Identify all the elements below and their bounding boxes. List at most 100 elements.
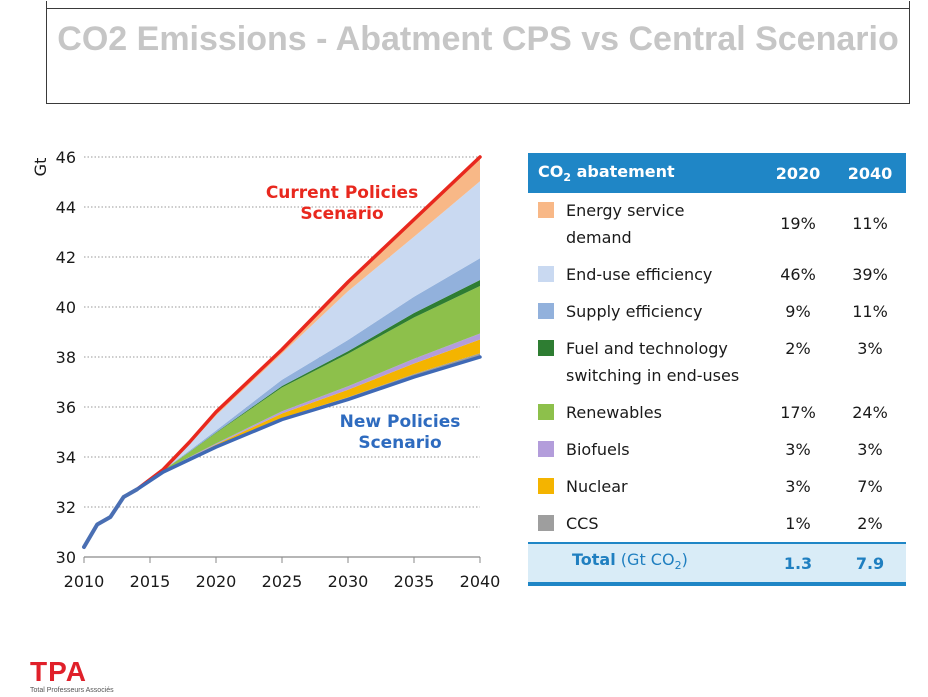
area-fuel-and-technology-switching-in-end-uses — [136, 280, 481, 490]
x-tick-label: 2030 — [328, 572, 369, 591]
row-label-line: CCS — [566, 514, 599, 533]
table-row: Biofuels 3% 3% — [528, 431, 906, 468]
row-label: Nuclear — [566, 473, 762, 500]
row-value-2040: 7% — [857, 477, 883, 496]
total-label-main: Total — [572, 550, 616, 570]
header-label: CO2 abatement — [528, 162, 762, 184]
table-row: Supply efficiency 9% 11% — [528, 293, 906, 330]
row-value-2020: 9% — [785, 302, 811, 321]
row-label: Supply efficiency — [566, 298, 762, 325]
legend-swatch — [538, 404, 554, 420]
row-value-2040: 39% — [852, 265, 888, 284]
table-row: Fuel and technology switching in end-uses… — [528, 330, 906, 394]
row-label: Energy service demand — [566, 197, 762, 251]
row-label: End-use efficiency — [566, 261, 762, 288]
legend-swatch — [538, 340, 554, 356]
title-box: CO2 Emissions - Abatment CPS vs Central … — [46, 1, 910, 104]
row-value-2040: 11% — [852, 302, 888, 321]
table-row: Renewables 17% 24% — [528, 394, 906, 431]
y-tick-label: 30 — [56, 548, 76, 567]
title-box-tick-right — [909, 1, 910, 9]
table-row: Nuclear 3% 7% — [528, 468, 906, 505]
row-value-2040: 3% — [857, 339, 883, 358]
x-tick-label: 2040 — [460, 572, 501, 591]
current-policies-line — [135, 155, 482, 492]
y-tick-label: 44 — [56, 198, 76, 217]
table-total-row: Total (Gt CO2) 1.3 7.9 — [528, 542, 906, 586]
row-value-2040: 11% — [852, 214, 888, 233]
annotation-line: Current Policies — [266, 183, 418, 203]
total-2040: 7.9 — [855, 553, 885, 573]
total-unit-sub: 2 — [674, 559, 682, 573]
historical-line — [82, 487, 139, 549]
table-row: End-use efficiency 46% 39% — [528, 256, 906, 293]
legend-swatch — [538, 202, 554, 218]
row-value-2040: 3% — [857, 440, 883, 459]
row-label-line: End-use efficiency — [566, 265, 713, 284]
abatement-table: CO2 abatement 2020 2040 Energy service de… — [528, 153, 906, 586]
table-header: CO2 abatement 2020 2040 — [528, 153, 906, 193]
y-tick-label: 46 — [56, 148, 76, 167]
annotation-line: Scenario — [358, 433, 441, 453]
total-label: Total (Gt CO2) — [528, 546, 762, 579]
row-value-2020: 3% — [785, 440, 811, 459]
y-axis-label: Gt — [31, 158, 50, 177]
row-label-line: Renewables — [566, 403, 662, 422]
row-label-line: demand — [566, 228, 632, 247]
header-2040: 2040 — [847, 163, 893, 183]
legend-swatch — [538, 303, 554, 319]
y-tick-label: 32 — [56, 498, 76, 517]
x-tick-label: 2010 — [64, 572, 105, 591]
area-end-use-efficiency — [136, 181, 481, 490]
y-tick-label: 34 — [56, 448, 76, 467]
row-value-2020: 3% — [785, 477, 811, 496]
total-2020: 1.3 — [783, 553, 813, 573]
row-label: Fuel and technology switching in end-uses — [566, 335, 762, 389]
emissions-chart: 30 32 34 36 38 40 42 44 46 2010 2015 2020 2025 2030 20… — [31, 148, 500, 591]
area-supply-efficiency — [136, 258, 481, 490]
area-biofuels — [136, 333, 481, 490]
area-renewables — [136, 286, 481, 490]
row-value-2040: 24% — [852, 403, 888, 422]
table-rows: Energy service demand 19% 11% End-use effici… — [528, 193, 906, 542]
current-policies-label: Current Policies Scenario — [266, 183, 418, 224]
legend-swatch — [538, 441, 554, 457]
row-label-line: switching in end-uses — [566, 366, 740, 385]
x-tick-label: 2020 — [196, 572, 237, 591]
x-tick-label: 2015 — [130, 572, 171, 591]
header-label-rest: abatement — [571, 161, 675, 181]
y-tick-label: 36 — [56, 398, 76, 417]
row-value-2020: 19% — [780, 214, 816, 233]
row-value-2020: 46% — [780, 265, 816, 284]
chart-axes: 30 32 34 36 38 40 42 44 46 2010 2015 2020 2025 2030 20… — [31, 148, 500, 591]
legend-swatch — [538, 266, 554, 282]
x-tick-label: 2025 — [262, 572, 303, 591]
header-2020: 2020 — [775, 163, 821, 183]
row-label: Biofuels — [566, 436, 762, 463]
slide-title: CO2 Emissions - Abatment CPS vs Central … — [57, 20, 899, 58]
table-row: Energy service demand 19% 11% — [528, 193, 906, 256]
y-tick-label: 38 — [56, 348, 76, 367]
x-tick-label: 2035 — [394, 572, 435, 591]
table-row: CCS 1% 2% — [528, 505, 906, 542]
row-value-2020: 1% — [785, 514, 811, 533]
tpa-logo: TPA Total Professeurs Associés — [30, 658, 114, 695]
chart-lines — [82, 155, 482, 549]
row-value-2040: 2% — [857, 514, 883, 533]
row-label-line: Nuclear — [566, 477, 628, 496]
row-label: Renewables — [566, 399, 762, 426]
header-label-sub: 2 — [563, 171, 571, 185]
new-policies-line — [135, 355, 482, 492]
y-tick-label: 40 — [56, 298, 76, 317]
legend-swatch — [538, 478, 554, 494]
annotation-line: Scenario — [300, 204, 383, 224]
row-label-line: Biofuels — [566, 440, 630, 459]
new-policies-label: New Policies Scenario — [340, 412, 461, 453]
total-unit-post: ) — [681, 550, 688, 570]
row-label-line: Energy service — [566, 201, 685, 220]
row-label: CCS — [566, 510, 762, 537]
header-label-main: CO — [538, 161, 564, 181]
row-value-2020: 2% — [785, 339, 811, 358]
row-value-2020: 17% — [780, 403, 816, 422]
